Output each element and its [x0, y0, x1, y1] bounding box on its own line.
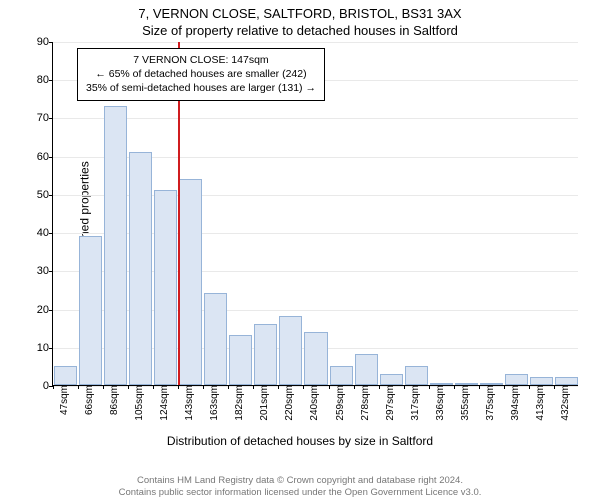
x-tick-mark [228, 385, 229, 389]
x-tick-label: 259sqm [333, 385, 346, 421]
x-tick-mark [78, 385, 79, 389]
x-tick-label: 66sqm [82, 385, 95, 415]
histogram-bar [530, 377, 553, 385]
x-tick-mark [329, 385, 330, 389]
histogram-bar [204, 293, 227, 385]
x-tick-label: 432sqm [558, 385, 571, 421]
attribution-line-1: Contains HM Land Registry data © Crown c… [0, 475, 600, 486]
x-tick-label: 182sqm [232, 385, 245, 421]
x-tick-mark [379, 385, 380, 389]
x-tick-label: 317sqm [408, 385, 421, 421]
x-tick-label: 143sqm [182, 385, 195, 421]
histogram-bar [279, 316, 302, 385]
x-tick-label: 355sqm [458, 385, 471, 421]
x-axis-label: Distribution of detached houses by size … [0, 434, 600, 448]
histogram-bar [380, 374, 403, 385]
y-tick-mark [49, 80, 53, 81]
x-tick-label: 86sqm [107, 385, 120, 415]
chart-title-main: 7, VERNON CLOSE, SALTFORD, BRISTOL, BS31… [0, 6, 600, 21]
x-tick-label: 163sqm [207, 385, 220, 421]
x-tick-label: 47sqm [57, 385, 70, 415]
histogram-bar [104, 106, 127, 385]
x-tick-label: 124sqm [157, 385, 170, 421]
histogram-bar [229, 335, 252, 385]
histogram-bar [79, 236, 102, 385]
histogram-bar [505, 374, 528, 385]
x-tick-mark [479, 385, 480, 389]
annotation-box: 7 VERNON CLOSE: 147sqm← 65% of detached … [77, 48, 325, 101]
x-tick-label: 297sqm [383, 385, 396, 421]
x-tick-mark [53, 385, 54, 389]
chart-title-sub: Size of property relative to detached ho… [0, 23, 600, 38]
annotation-line: 7 VERNON CLOSE: 147sqm [86, 53, 316, 67]
x-tick-mark [203, 385, 204, 389]
x-tick-mark [253, 385, 254, 389]
gridline [53, 118, 578, 119]
x-tick-mark [404, 385, 405, 389]
y-tick-mark [49, 42, 53, 43]
histogram-bar [330, 366, 353, 385]
histogram-bar [154, 190, 177, 385]
x-tick-label: 240sqm [307, 385, 320, 421]
x-tick-label: 336sqm [433, 385, 446, 421]
x-tick-label: 394sqm [508, 385, 521, 421]
x-tick-mark [454, 385, 455, 389]
y-tick-mark [49, 118, 53, 119]
y-tick-mark [49, 271, 53, 272]
histogram-bar [304, 332, 327, 386]
histogram-bar [54, 366, 77, 385]
histogram-bar [355, 354, 378, 385]
x-tick-mark [303, 385, 304, 389]
x-tick-mark [529, 385, 530, 389]
x-tick-mark [278, 385, 279, 389]
x-tick-mark [153, 385, 154, 389]
annotation-line: ← 65% of detached houses are smaller (24… [86, 67, 316, 81]
x-tick-mark [554, 385, 555, 389]
x-tick-label: 201sqm [257, 385, 270, 421]
attribution-line-2: Contains public sector information licen… [0, 487, 600, 498]
x-tick-label: 375sqm [483, 385, 496, 421]
attribution-text: Contains HM Land Registry data © Crown c… [0, 475, 600, 498]
x-tick-label: 105sqm [132, 385, 145, 421]
plot-area: 010203040506070809047sqm66sqm86sqm105sqm… [52, 42, 578, 386]
x-tick-mark [504, 385, 505, 389]
y-tick-mark [49, 233, 53, 234]
gridline [53, 42, 578, 43]
x-tick-mark [178, 385, 179, 389]
histogram-bar [405, 366, 428, 385]
x-tick-mark [128, 385, 129, 389]
y-tick-mark [49, 310, 53, 311]
x-tick-label: 220sqm [282, 385, 295, 421]
chart-container: Number of detached properties 0102030405… [0, 38, 600, 450]
x-tick-mark [354, 385, 355, 389]
chart-title-block: 7, VERNON CLOSE, SALTFORD, BRISTOL, BS31… [0, 0, 600, 38]
x-tick-mark [429, 385, 430, 389]
x-tick-label: 278sqm [358, 385, 371, 421]
y-tick-mark [49, 157, 53, 158]
histogram-bar [129, 152, 152, 385]
histogram-bar [179, 179, 202, 385]
histogram-bar [254, 324, 277, 385]
x-tick-mark [103, 385, 104, 389]
annotation-line: 35% of semi-detached houses are larger (… [86, 81, 316, 95]
y-tick-mark [49, 195, 53, 196]
x-tick-label: 413sqm [533, 385, 546, 421]
y-tick-mark [49, 348, 53, 349]
histogram-bar [555, 377, 578, 385]
